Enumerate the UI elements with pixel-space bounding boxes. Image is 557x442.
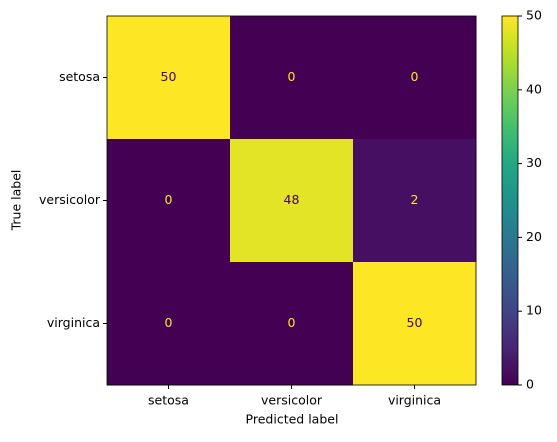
cell [230,16,354,140]
cell-label: 0 [165,315,173,330]
cell-label: 50 [161,69,177,84]
y-tick-label: virginica [47,315,100,330]
cell-label: 48 [284,192,300,207]
cell [107,139,231,263]
x-tick-label: setosa [148,393,189,408]
y-axis-label: True label [9,170,24,232]
colorbar-tick-label: 0 [526,377,534,392]
cell [353,262,477,386]
cell-label: 2 [411,192,419,207]
cell-label: 0 [288,315,296,330]
x-tick-label: virginica [388,393,441,408]
colorbar-tick-label: 30 [526,155,542,170]
colorbar [501,15,519,386]
colorbar-tick-label: 20 [526,229,542,244]
cell [107,262,231,386]
colorbar-tick-label: 40 [526,81,542,96]
x-tick-label: versicolor [261,393,323,408]
y-tick-label: setosa [59,69,100,84]
cell-label: 0 [288,69,296,84]
cell-label: 0 [411,69,419,84]
cell [107,16,231,140]
colorbar-tick-label: 10 [526,303,542,318]
cell [230,262,354,386]
cell-label: 0 [165,192,173,207]
cell [353,139,477,263]
y-tick-label: versicolor [39,192,101,207]
cell [230,139,354,263]
x-axis-label: Predicted label [246,412,339,427]
colorbar-tick-label: 50 [526,8,542,23]
cell [353,16,477,140]
cell-label: 50 [407,315,423,330]
